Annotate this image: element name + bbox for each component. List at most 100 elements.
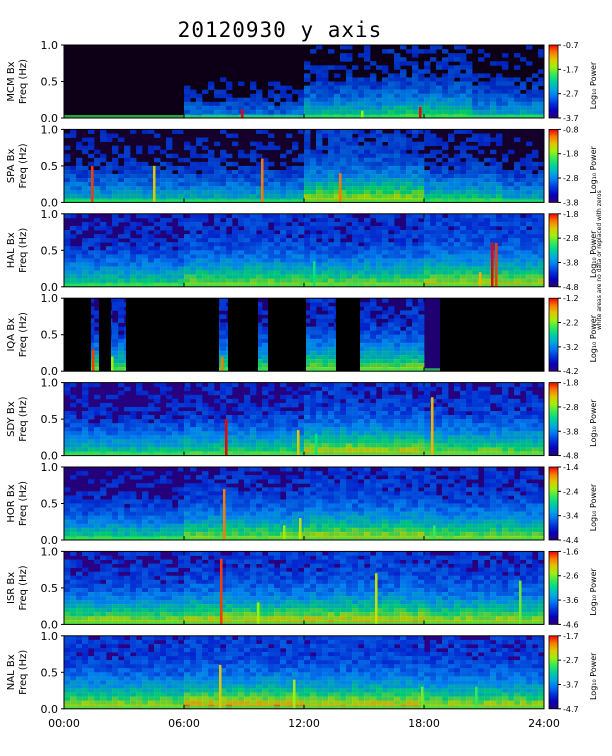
spectrogram-cell	[184, 101, 191, 107]
spectrogram-cell	[430, 101, 437, 107]
spectrogram-cell	[358, 149, 365, 155]
spectrogram-cell	[322, 178, 329, 183]
spectrogram-cell	[376, 314, 383, 319]
spectrogram-cell	[424, 129, 431, 134]
spectrogram-cell	[190, 153, 197, 159]
spectrogram-cell	[508, 254, 515, 259]
spectrogram-cell	[466, 398, 473, 404]
spectrogram-cell	[520, 250, 527, 255]
spectrogram-cell	[208, 85, 215, 91]
spectrogram-cell	[238, 194, 245, 199]
spectrogram-cell	[352, 89, 359, 95]
spectrogram-cell	[280, 230, 287, 235]
spectrogram-cell	[256, 165, 263, 171]
spectrogram-cell	[304, 194, 311, 199]
spectrogram-cell	[274, 246, 281, 251]
spectrogram-cell	[64, 419, 71, 424]
spectrogram-cell	[364, 266, 371, 271]
spectrogram-cell	[94, 338, 101, 344]
spectrogram-cell	[400, 61, 407, 66]
spectrogram-cell	[478, 161, 485, 167]
spectrogram-cell	[304, 402, 311, 408]
spectrogram-cell	[298, 186, 305, 191]
spectrogram-cell	[466, 238, 473, 243]
spectrogram-cell	[436, 250, 443, 255]
spectrogram-cell	[310, 246, 317, 251]
spectrogram-cell	[316, 398, 323, 404]
spectrogram-cell	[424, 415, 431, 420]
spectrogram-cell	[220, 386, 227, 392]
spectrogram-cell	[418, 326, 425, 332]
spectrogram-cell	[220, 174, 227, 179]
spectrogram-cell	[430, 190, 437, 195]
spectrogram-cell	[76, 250, 83, 255]
spectrogram-cell	[184, 178, 191, 183]
spectrogram-cell	[376, 423, 383, 428]
spectrogram-cell	[376, 346, 383, 352]
spectrogram-cell	[418, 318, 425, 323]
spectrogram-cell	[112, 242, 119, 247]
spectrogram-cell	[520, 270, 527, 276]
spectrogram-cell	[460, 170, 467, 175]
spectrogram-cell	[496, 186, 503, 191]
spectrogram-cell	[202, 419, 209, 424]
spectrogram-cell	[238, 262, 245, 267]
spectrogram-cell	[472, 174, 479, 179]
spectrogram-cell	[538, 415, 545, 420]
spectrogram-cell	[268, 411, 275, 416]
spectrogram-cell	[322, 157, 329, 163]
spectrogram-cell	[490, 423, 497, 428]
spectrogram-cell	[514, 161, 521, 167]
spectrogram-cell	[346, 174, 353, 179]
spectrogram-cell	[82, 149, 89, 155]
spectrogram-cell	[148, 145, 155, 151]
spectrogram-cell	[292, 423, 299, 428]
spectrogram-cell	[472, 133, 479, 138]
spectrogram-cell	[106, 274, 113, 280]
spectrogram-cell	[178, 174, 185, 179]
spectrogram-cell	[166, 250, 173, 255]
y-axis-label: MCM Bx	[6, 61, 17, 101]
spectrogram-cell	[352, 105, 359, 111]
spectrogram-cell	[490, 178, 497, 183]
spectrogram-cell	[70, 165, 77, 171]
spectrogram-cell	[508, 234, 515, 239]
spectrogram-cell	[394, 238, 401, 243]
spectrogram-cell	[466, 137, 473, 142]
spectrogram-cell	[466, 242, 473, 247]
spectrogram-cell	[202, 266, 209, 271]
spectrogram-cell	[178, 262, 185, 267]
spectrogram-cell	[460, 230, 467, 235]
spectrogram-cell	[502, 254, 509, 259]
spectrogram-cell	[214, 242, 221, 247]
spectrogram-cell	[334, 97, 341, 103]
spectrogram-cell	[454, 213, 461, 219]
spectrogram-cell	[328, 242, 335, 247]
spectrogram-cell	[310, 174, 317, 179]
spectrogram-cell	[442, 390, 449, 396]
spectrogram-cell	[484, 234, 491, 239]
spectrogram-cell	[364, 217, 371, 223]
spectrogram-cell	[454, 238, 461, 243]
spectrogram-cell	[292, 262, 299, 267]
spectrogram-cell	[94, 355, 101, 360]
spectrogram-cell	[370, 129, 377, 134]
spectrogram-cell	[292, 186, 299, 191]
spectrogram-cell	[532, 109, 539, 115]
spectrogram-cell	[106, 250, 113, 255]
spectrogram-cell	[520, 230, 527, 235]
spectrogram-cell	[166, 174, 173, 179]
spectrogram-cell	[118, 194, 125, 199]
spectrogram-cell	[508, 402, 515, 408]
spectrogram-cell	[454, 145, 461, 151]
y-tick-label: 0.5	[41, 329, 59, 342]
spectrogram-cell	[412, 174, 419, 179]
spectrogram-cell	[514, 386, 521, 392]
spectrogram-cell	[148, 394, 155, 400]
spectrogram-cell	[472, 217, 479, 223]
spectrogram-cell	[298, 213, 305, 219]
spectrogram-cell	[340, 105, 347, 111]
spectrogram-cell	[88, 350, 95, 356]
